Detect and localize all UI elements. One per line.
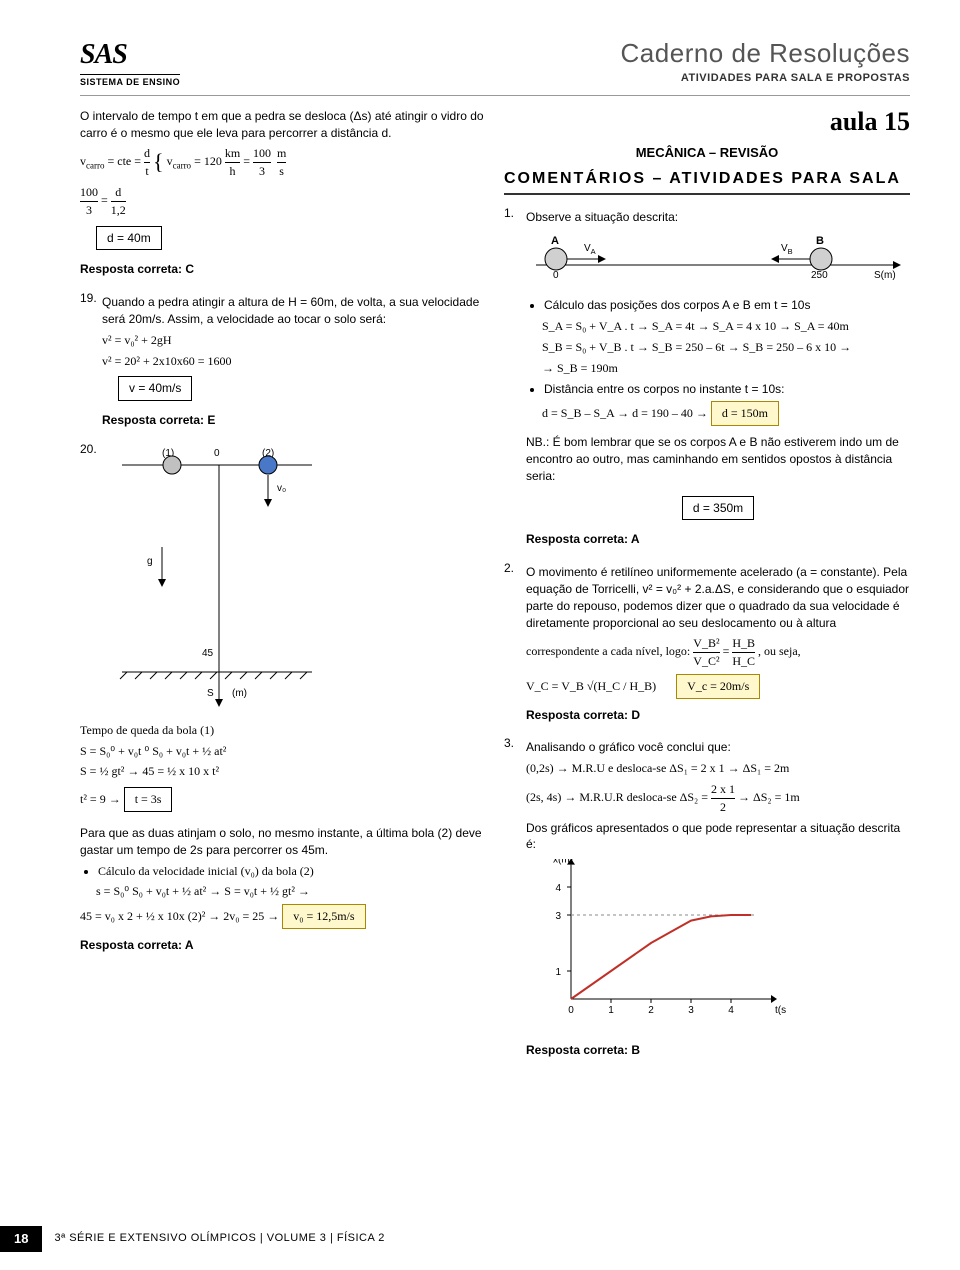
q19: 19. Quando a pedra atingir a altura de H… <box>80 290 486 441</box>
diagram-ab: A B VA VB 0 250 S(m) <box>526 232 910 292</box>
t-eq2: S = ½ gt² → 45 = ½ x 10 x t² <box>80 763 486 780</box>
eq-vcarro: vcarro = cte = dt { vcarro = 120 kmh = 1… <box>80 145 486 180</box>
footer-info: 3ª SÉRIE E EXTENSIVO OLÍMPICOS | VOLUME … <box>54 1231 384 1246</box>
tempo-title: Tempo de queda da bola (1) <box>80 722 486 739</box>
vc-line: V_C = V_B √(H_C / H_B) V_c = 20m/s <box>526 674 910 699</box>
calc-v0-list: Cálculo da velocidade inicial (v₀) da bo… <box>98 863 486 880</box>
q19-eq2: v² = 20² + 2x10x60 = 1600 <box>102 353 486 370</box>
page: SAS SISTEMA DE ENSINO Caderno de Resoluç… <box>0 0 960 1071</box>
sa-line: S_A = S₀ + V_A . t → S_A = 4t → S_A = 4 … <box>542 318 910 335</box>
svg-text:1: 1 <box>608 1005 614 1016</box>
q1-text: Observe a situação descrita: <box>526 209 910 226</box>
header-right: Caderno de Resoluções ATIVIDADES PARA SA… <box>621 35 910 89</box>
svg-text:x(m): x(m) <box>553 859 573 866</box>
q1: 1. Observe a situação descrita: A B <box>504 205 910 560</box>
resp-b: Resposta correta: B <box>526 1042 910 1059</box>
q2: 2. O movimento é retilíneo uniformemente… <box>504 560 910 735</box>
svg-text:1: 1 <box>555 967 561 978</box>
q19-eq3: v = 40m/s <box>118 373 486 404</box>
resp-a2: Resposta correta: A <box>526 531 910 548</box>
doc-subtitle: ATIVIDADES PARA SALA E PROPOSTAS <box>621 71 910 86</box>
q3-l2: (2s, 4s) → M.R.U.R desloca-se ΔS₂ = 2 x … <box>526 781 910 816</box>
svg-text:3: 3 <box>555 911 561 922</box>
q19-eq1: v² = v₀² + 2gH <box>102 332 486 349</box>
aula-label: aula 15 <box>504 104 910 140</box>
ab-svg: A B VA VB 0 250 S(m) <box>526 232 906 287</box>
bul-dist: Distância entre os corpos no instante t … <box>544 381 910 398</box>
logo-text: SAS <box>80 35 180 74</box>
q2-text: O movimento é retilíneo uniformemente ac… <box>526 564 910 631</box>
columns: O intervalo de tempo t em que a pedra se… <box>80 104 910 1071</box>
resp-c: Resposta correta: C <box>80 261 486 278</box>
t-eq3: t² = 9 → t = 3s <box>80 784 486 815</box>
intro-text: O intervalo de tempo t em que a pedra se… <box>80 108 486 142</box>
q20: 20. (1) 0 (2) v₀ <box>80 441 486 718</box>
svg-text:0: 0 <box>568 1005 574 1016</box>
resp-e: Resposta correta: E <box>102 412 486 429</box>
q3-l1: (0,2s) → M.R.U e desloca-se ΔS₁ = 2 x 1 … <box>526 760 910 777</box>
eq-d40: d = 40m <box>96 223 486 254</box>
logo-subtitle: SISTEMA DE ENSINO <box>80 74 180 89</box>
q1-bullets: Cálculo das posições dos corpos A e B em… <box>544 297 910 314</box>
v0-eq1: s = S₀⁰ S₀ + v₀t + ½ at² → S = v₀t + ½ g… <box>96 883 486 900</box>
svg-text:t(s): t(s) <box>775 1005 786 1016</box>
sb-line2: → S_B = 190m <box>542 360 910 377</box>
resp-d: Resposta correta: D <box>526 707 910 724</box>
q3-text: Analisando o gráfico você conclui que: <box>526 739 910 756</box>
right-column: aula 15 MECÂNICA – REVISÃO COMENTÁRIOS –… <box>504 104 910 1071</box>
svg-text:4: 4 <box>728 1005 734 1016</box>
page-number: 18 <box>0 1226 42 1252</box>
section-title: MECÂNICA – REVISÃO <box>504 144 910 162</box>
fall-svg: (1) 0 (2) v₀ g 45 <box>102 447 332 707</box>
d350: d = 350m <box>526 493 910 524</box>
diagram-fall: (1) 0 (2) v₀ g 45 <box>102 447 486 712</box>
page-footer: 18 3ª SÉRIE E EXTENSIVO OLÍMPICOS | VOLU… <box>0 1226 960 1252</box>
q2-ratio: correspondente a cada nível, logo: V_B²V… <box>526 635 910 670</box>
v0-eq2: 45 = v₀ x 2 + ½ x 10x (2)² → 2v₀ = 25 → … <box>80 904 486 929</box>
calc-v0-title: Cálculo da velocidade inicial (v₀) da bo… <box>98 863 486 880</box>
comentarios-heading: COMENTÁRIOS – ATIVIDADES PARA SALA <box>504 168 910 194</box>
svg-text:2: 2 <box>648 1005 654 1016</box>
svg-text:4: 4 <box>555 883 561 894</box>
svg-text:3: 3 <box>688 1005 694 1016</box>
chart-xt: t(s) x(m) 0 1 2 3 4 1 3 4 <box>526 859 910 1034</box>
xt-svg: t(s) x(m) 0 1 2 3 4 1 3 4 <box>526 859 786 1029</box>
page-header: SAS SISTEMA DE ENSINO Caderno de Resoluç… <box>80 35 910 96</box>
q19-text: Quando a pedra atingir a altura de H = 6… <box>102 294 486 328</box>
t-eq1: S = S₀⁰ + v₀t ⁰ S₀ + v₀t + ½ at² <box>80 743 486 760</box>
eq-100-3: 1003 = d1,2 <box>80 184 486 219</box>
q3: 3. Analisando o gráfico você conclui que… <box>504 735 910 1070</box>
nb-text: NB.: É bom lembrar que se os corpos A e … <box>526 434 910 484</box>
q3-l3: Dos gráficos apresentados o que pode rep… <box>526 820 910 854</box>
resp-a1: Resposta correta: A <box>80 937 486 954</box>
sb-line1: S_B = S₀ + V_B . t → S_B = 250 – 6t → S_… <box>542 339 910 356</box>
left-column: O intervalo de tempo t em que a pedra se… <box>80 104 486 1071</box>
para-text: Para que as duas atinjam o solo, no mesm… <box>80 825 486 859</box>
doc-title: Caderno de Resoluções <box>621 35 910 71</box>
logo-block: SAS SISTEMA DE ENSINO <box>80 35 180 89</box>
d-line: d = S_B – S_A → d = 190 – 40 → d = 150m <box>542 401 910 426</box>
bul-calc-pos: Cálculo das posições dos corpos A e B em… <box>544 297 910 314</box>
